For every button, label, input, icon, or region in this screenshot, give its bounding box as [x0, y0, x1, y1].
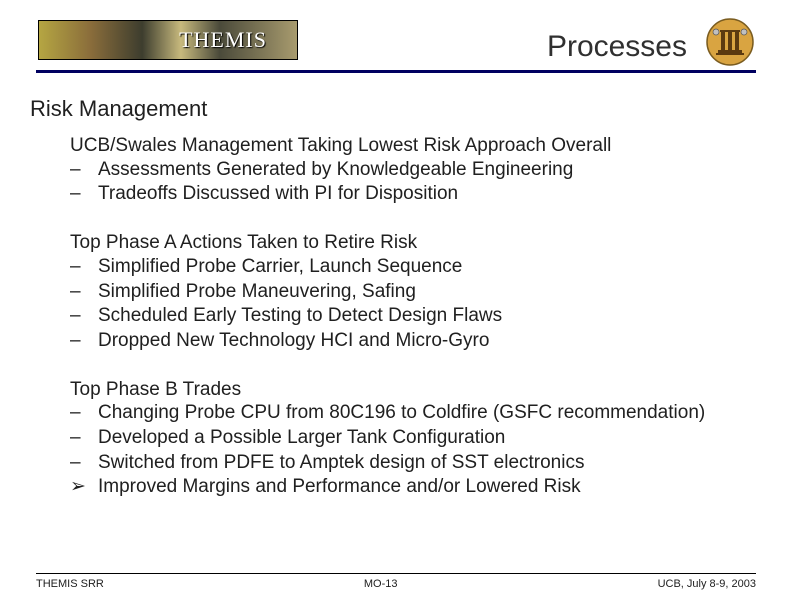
- arrow-icon: ➢: [70, 475, 98, 500]
- slide-content: Risk Management UCB/Swales Management Ta…: [30, 96, 762, 524]
- item-text: Assessments Generated by Knowledgeable E…: [98, 158, 573, 183]
- dash-icon: –: [70, 451, 98, 476]
- dash-icon: –: [70, 158, 98, 183]
- content-group: Top Phase B Trades – Changing Probe CPU …: [70, 378, 762, 501]
- list-item: ➢ Improved Margins and Performance and/o…: [70, 475, 762, 500]
- group-lead: Top Phase B Trades: [70, 378, 762, 402]
- footer-center: MO-13: [364, 578, 398, 590]
- item-text: Developed a Possible Larger Tank Configu…: [98, 426, 505, 451]
- footer-left: THEMIS SRR: [36, 578, 104, 590]
- list-item: – Dropped New Technology HCI and Micro-G…: [70, 329, 762, 354]
- item-text: Changing Probe CPU from 80C196 to Coldfi…: [98, 401, 705, 426]
- footer-right: UCB, July 8-9, 2003: [658, 578, 756, 590]
- item-text: Simplified Probe Carrier, Launch Sequenc…: [98, 255, 462, 280]
- slide-footer: THEMIS SRR MO-13 UCB, July 8-9, 2003: [36, 573, 756, 590]
- group-lead: UCB/Swales Management Taking Lowest Risk…: [70, 134, 762, 158]
- item-text: Simplified Probe Maneuvering, Safing: [98, 280, 416, 305]
- list-item: – Changing Probe CPU from 80C196 to Cold…: [70, 401, 762, 426]
- themis-logo: THEMIS: [38, 20, 298, 60]
- dash-icon: –: [70, 255, 98, 280]
- dash-icon: –: [70, 401, 98, 426]
- list-item: – Assessments Generated by Knowledgeable…: [70, 158, 762, 183]
- dash-icon: –: [70, 304, 98, 329]
- footer-row: THEMIS SRR MO-13 UCB, July 8-9, 2003: [36, 578, 756, 590]
- seal-icon: [706, 18, 754, 66]
- content-group: Top Phase A Actions Taken to Retire Risk…: [70, 231, 762, 354]
- list-item: – Tradeoffs Discussed with PI for Dispos…: [70, 182, 762, 207]
- dash-icon: –: [70, 280, 98, 305]
- item-text: Scheduled Early Testing to Detect Design…: [98, 304, 502, 329]
- dash-icon: –: [70, 426, 98, 451]
- list-item: – Switched from PDFE to Amptek design of…: [70, 451, 762, 476]
- slide-header: THEMIS Processes: [0, 0, 792, 75]
- logo-text: THEMIS: [179, 27, 267, 53]
- list-item: – Simplified Probe Maneuvering, Safing: [70, 280, 762, 305]
- dash-icon: –: [70, 182, 98, 207]
- header-rule: [36, 70, 756, 73]
- group-lead: Top Phase A Actions Taken to Retire Risk: [70, 231, 762, 255]
- content-group: UCB/Swales Management Taking Lowest Risk…: [70, 134, 762, 207]
- section-title: Risk Management: [30, 96, 762, 122]
- dash-icon: –: [70, 329, 98, 354]
- item-text: Switched from PDFE to Amptek design of S…: [98, 451, 584, 476]
- item-text: Improved Margins and Performance and/or …: [98, 475, 581, 500]
- list-item: – Developed a Possible Larger Tank Confi…: [70, 426, 762, 451]
- list-item: – Scheduled Early Testing to Detect Desi…: [70, 304, 762, 329]
- item-text: Dropped New Technology HCI and Micro-Gyr…: [98, 329, 489, 354]
- footer-rule: [36, 573, 756, 574]
- list-item: – Simplified Probe Carrier, Launch Seque…: [70, 255, 762, 280]
- item-text: Tradeoffs Discussed with PI for Disposit…: [98, 182, 458, 207]
- page-title: Processes: [547, 30, 687, 64]
